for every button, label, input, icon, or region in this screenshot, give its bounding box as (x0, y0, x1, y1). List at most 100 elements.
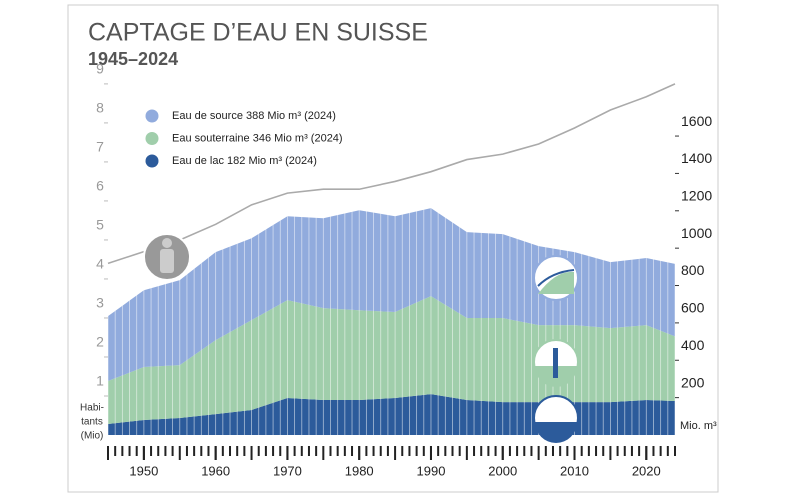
minor-tick (200, 446, 203, 456)
y2-axis-label: tants (81, 417, 103, 428)
minor-tick (638, 446, 641, 456)
y-tick-label: 1000 (681, 225, 712, 241)
y2-tick-label: 3 (96, 295, 104, 311)
y-axis-label: Mio. m³ (680, 420, 717, 432)
legend-label: Eau de source 388 Mio m³ (2024) (172, 110, 336, 122)
minor-tick (207, 446, 210, 456)
minor-tick (250, 446, 253, 460)
minor-tick (157, 446, 160, 456)
y-tick-label: 1200 (681, 187, 712, 203)
minor-tick (279, 446, 282, 456)
y-tick-label: 600 (681, 300, 705, 316)
minor-tick (394, 446, 397, 460)
minor-tick (451, 446, 454, 456)
minor-tick (121, 446, 124, 456)
minor-tick (171, 446, 174, 456)
minor-tick (408, 446, 411, 456)
y2-tick-label: 4 (96, 256, 104, 272)
y2-tick-label: 8 (96, 100, 104, 116)
y2-axis-label: Habi- (80, 403, 104, 414)
x-tick-label: 1960 (201, 463, 230, 478)
well-icon (533, 339, 579, 387)
person-icon (143, 233, 191, 281)
y-tick-label: 400 (681, 337, 705, 353)
x-tick-label: 1980 (345, 463, 374, 478)
legend-label: Eau de lac 182 Mio m³ (2024) (172, 155, 317, 167)
legend-swatch (145, 154, 159, 168)
minor-tick (537, 446, 540, 460)
y2-tick-label: 5 (96, 217, 104, 233)
minor-tick (272, 446, 275, 456)
minor-tick (437, 446, 440, 456)
minor-tick (185, 446, 188, 456)
minor-tick (480, 446, 483, 456)
legend-label: Eau souterraine 346 Mio m³ (2024) (172, 132, 343, 144)
minor-tick (243, 446, 246, 456)
y-tick-label: 800 (681, 262, 705, 278)
minor-tick (508, 446, 511, 456)
legend-swatch (145, 109, 159, 123)
minor-tick (401, 446, 404, 456)
y2-tick-label: 1 (96, 373, 104, 389)
minor-tick (659, 446, 662, 456)
minor-tick (587, 446, 590, 456)
minor-tick (674, 446, 676, 456)
x-tick-label: 1970 (273, 463, 302, 478)
minor-tick (135, 446, 138, 456)
minor-tick (458, 446, 461, 456)
minor-tick (229, 446, 232, 456)
minor-tick (595, 446, 598, 456)
y2-tick-label: 9 (96, 61, 104, 77)
minor-tick (566, 446, 569, 456)
minor-tick (609, 446, 612, 460)
minor-tick (193, 446, 196, 456)
minor-tick (444, 446, 447, 456)
minor-tick (544, 446, 547, 456)
minor-tick (630, 446, 633, 456)
minor-tick (666, 446, 669, 456)
chart-subtitle: 1945–2024 (88, 49, 178, 69)
minor-tick (107, 446, 109, 460)
minor-tick (322, 446, 325, 460)
minor-tick (422, 446, 425, 456)
lake-icon (533, 395, 579, 443)
minor-tick (530, 446, 533, 456)
y-tick-label: 1400 (681, 150, 712, 166)
minor-tick (379, 446, 382, 456)
minor-tick (652, 446, 655, 456)
minor-tick (415, 446, 418, 456)
minor-tick (336, 446, 339, 456)
x-tick-label: 2000 (488, 463, 517, 478)
minor-tick (465, 446, 468, 460)
minor-tick (523, 446, 526, 456)
trend-icon (533, 255, 579, 301)
x-tick-label: 2010 (560, 463, 589, 478)
minor-tick (473, 446, 476, 456)
minor-tick (300, 446, 303, 456)
x-tick-label: 2020 (632, 463, 661, 478)
minor-tick (487, 446, 490, 456)
minor-tick (236, 446, 239, 456)
minor-tick (114, 446, 117, 456)
y2-tick-label: 7 (96, 139, 104, 155)
area (108, 394, 675, 435)
minor-tick (494, 446, 497, 456)
minor-tick (623, 446, 626, 456)
y2-tick-label: 6 (96, 178, 104, 194)
minor-tick (551, 446, 554, 456)
minor-tick (307, 446, 310, 456)
x-tick-label: 1950 (129, 463, 158, 478)
minor-tick (264, 446, 267, 456)
area (108, 296, 675, 424)
minor-tick (580, 446, 583, 456)
legend-swatch (145, 132, 159, 145)
minor-tick (178, 446, 181, 460)
population-line (107, 83, 676, 265)
y-tick-label: 1600 (681, 113, 712, 129)
minor-tick (372, 446, 375, 456)
minor-tick (329, 446, 332, 456)
minor-tick (150, 446, 153, 456)
minor-tick (128, 446, 131, 456)
minor-tick (257, 446, 260, 456)
y2-tick-label: 2 (96, 334, 104, 350)
